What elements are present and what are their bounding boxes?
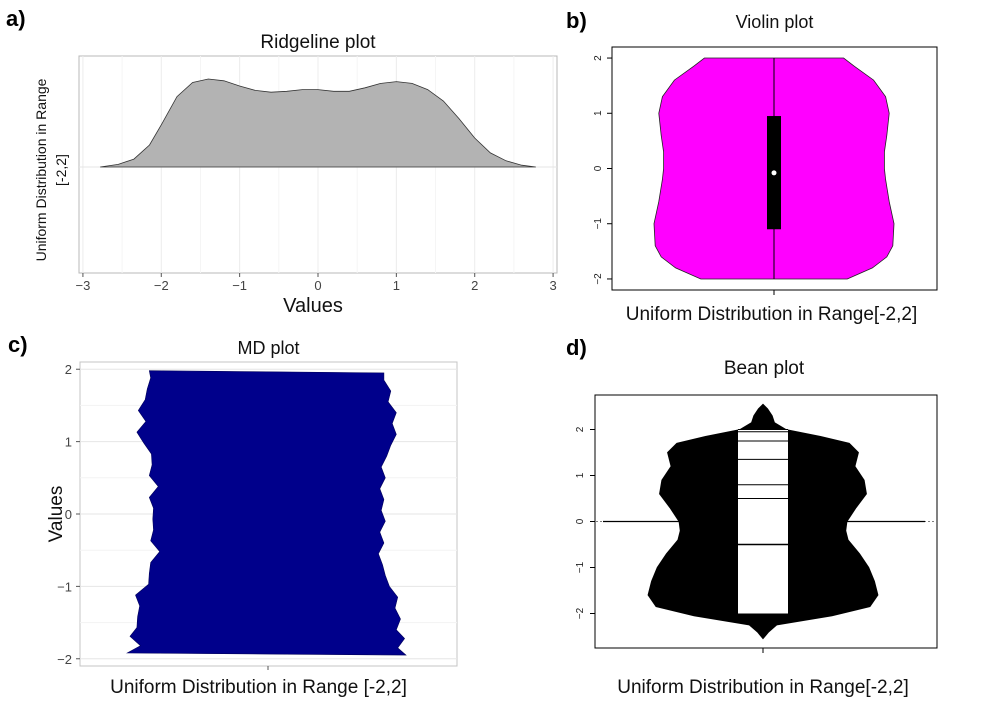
ridgeline-x-tick-label: −1 xyxy=(232,278,247,293)
md-y-tick-label: 1 xyxy=(65,435,72,450)
md-title: MD plot xyxy=(237,338,299,358)
violin-y-tick-label: 0 xyxy=(593,165,604,171)
violin-y-tick-label: −1 xyxy=(593,218,604,230)
panel-label-c: c) xyxy=(8,332,28,357)
ridgeline-x-tick-label: 2 xyxy=(471,278,478,293)
ridgeline-x-tick-label: −2 xyxy=(154,278,169,293)
md-plot: −2 −1 0 1 2 MD plot Uniform Distribution in Ra… xyxy=(46,338,458,698)
violin-x-label: Uniform Distribution in Range[-2,2] xyxy=(626,304,917,325)
violin-plot: −2 −1 0 1 2 Violin plot Uniform Distribution i… xyxy=(593,12,938,325)
ridgeline-x-tick-label: 1 xyxy=(393,278,400,293)
panel-label-b: b) xyxy=(566,8,587,33)
ridgeline-plot: −3 −2 −1 0 1 2 3 Ridgeline plot Values Uniform Di… xyxy=(33,32,558,317)
bean-y-tick-label: −2 xyxy=(575,607,586,619)
violin-title: Violin plot xyxy=(736,12,814,32)
bean-x-label: Uniform Distribution in Range[-2,2] xyxy=(617,677,908,698)
md-y-tick-label: 2 xyxy=(65,362,72,377)
violin-y-tick-label: −2 xyxy=(593,273,604,285)
ridgeline-density xyxy=(100,78,536,168)
md-y-tick-label: 0 xyxy=(65,507,72,522)
md-y-tick-label: −1 xyxy=(57,579,72,594)
ridgeline-x-label: Values xyxy=(283,295,343,317)
bean-title: Bean plot xyxy=(724,358,805,379)
md-y-label: Values xyxy=(46,486,67,543)
bean-strip xyxy=(738,429,788,614)
bean-y-tick-label: 2 xyxy=(575,426,586,432)
panel-label-a: a) xyxy=(6,6,26,31)
ridgeline-title: Ridgeline plot xyxy=(260,32,376,53)
panel-label-d: d) xyxy=(566,335,587,360)
ridgeline-x-tick-label: 3 xyxy=(549,278,556,293)
bean-y-tick-label: −1 xyxy=(575,561,586,573)
bean-plot: −2 −1 0 1 2 Bean plot Uniform Distribution in … xyxy=(575,358,938,698)
ridgeline-y-label-line1: Uniform Distribution in Range xyxy=(33,78,49,261)
md-density-body xyxy=(126,370,407,656)
bean-y-tick-label: 1 xyxy=(575,472,586,478)
ridgeline-x-tick-label: −3 xyxy=(76,278,91,293)
ridgeline-x-tick-label: 0 xyxy=(314,278,321,293)
md-x-label: Uniform Distribution in Range [-2,2] xyxy=(110,677,407,698)
ridgeline-y-label-line2: [-2,2] xyxy=(53,154,69,186)
violin-median-point xyxy=(771,170,777,176)
md-y-tick-label: −2 xyxy=(57,652,72,667)
bean-y-tick-label: 0 xyxy=(575,518,586,524)
violin-y-tick-label: 2 xyxy=(593,55,604,61)
violin-y-tick-label: 1 xyxy=(593,110,604,116)
